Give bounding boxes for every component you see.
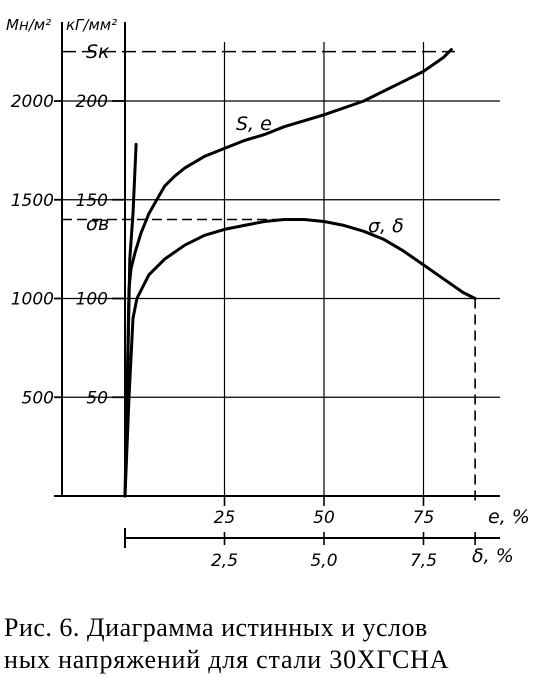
figure-caption-line-1: Рис. 6. Диаграмма истинных и услов [4, 613, 428, 642]
x-top-axis-title: е, % [488, 506, 530, 528]
x-bottom-tick-label-1: 5,0 [310, 551, 337, 571]
x-top-tick-label-0: 25 [214, 508, 236, 528]
plot-frame [54, 22, 500, 548]
x-bottom-axis-title: δ, % [472, 545, 514, 567]
x-top-tick-label-1: 50 [313, 508, 335, 528]
x-bottom-tick-label-2: 7,5 [410, 551, 437, 571]
x-bottom-tick-label-0: 2,5 [211, 551, 238, 571]
sigma-b-label: σв [86, 213, 109, 235]
x-top-tick-label-2: 75 [413, 508, 435, 528]
y-left-tick-label-2: 1500 [11, 191, 54, 211]
y-right-tick-label-3: 200 [76, 92, 108, 112]
sk-label: Sк [86, 41, 110, 63]
y-right-axis-title: кГ/мм² [66, 16, 117, 34]
y-left-axis-title: Мн/м² [6, 16, 51, 34]
engineering-stress-curve-sigma-delta [123, 218, 477, 498]
y-left-tick-label-1: 1000 [11, 290, 54, 310]
grid-lines [54, 42, 500, 506]
initial-slope-line [125, 142, 138, 429]
y-left-tick-label-0: 500 [22, 388, 54, 408]
stress-strain-chart: 500 1000 1500 2000 50 100 150 200 25 50 75 2,5 5,0 7,… [6, 16, 530, 571]
curves [123, 48, 477, 498]
curve-label-s-e: S, e [236, 113, 272, 135]
y-left-tick-label-3: 2000 [11, 92, 54, 112]
labels: 500 1000 1500 2000 50 100 150 200 25 50 75 2,5 5,0 7,… [6, 16, 530, 571]
y-right-tick-label-1: 100 [76, 290, 108, 310]
true-stress-curve-s-e [123, 48, 453, 498]
y-right-tick-label-2: 150 [76, 191, 108, 211]
y-right-tick-label-0: 50 [86, 388, 108, 408]
curve-label-sigma-delta: σ, δ [368, 215, 404, 237]
figure-caption-line-2: ных напряжений для стали 30ХГСНА [4, 645, 450, 674]
